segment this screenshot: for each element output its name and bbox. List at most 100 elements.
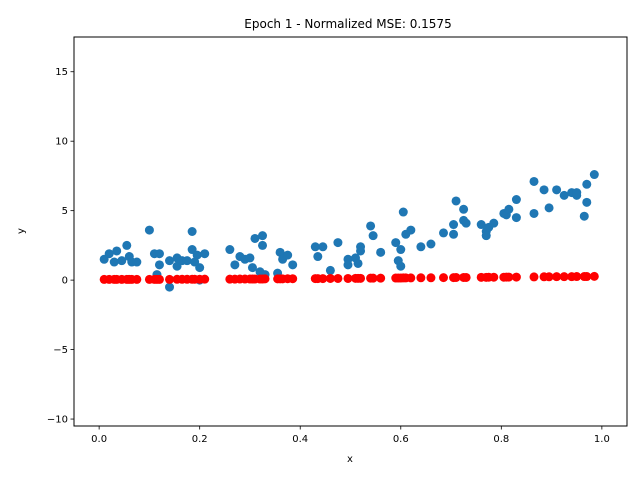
data-point xyxy=(353,258,363,268)
data-point xyxy=(154,274,164,284)
data-point xyxy=(416,242,426,252)
data-point xyxy=(288,260,298,270)
y-tick-label: −10 xyxy=(47,415,68,426)
data-point xyxy=(511,195,521,205)
y-tick-label: 15 xyxy=(55,67,68,78)
data-point xyxy=(376,247,386,257)
data-point xyxy=(112,246,122,256)
data-point xyxy=(376,273,386,283)
data-point xyxy=(529,208,539,218)
data-point xyxy=(187,227,197,236)
x-axis-label: x xyxy=(347,454,353,465)
y-tick-label: 10 xyxy=(55,137,68,148)
data-point xyxy=(230,260,240,270)
data-point xyxy=(104,249,114,259)
data-point xyxy=(451,272,461,282)
data-point xyxy=(489,272,499,282)
data-point xyxy=(247,263,257,273)
data-point xyxy=(449,220,459,230)
data-point xyxy=(165,256,175,266)
data-point xyxy=(258,240,268,250)
data-point xyxy=(504,272,514,282)
data-point xyxy=(310,242,320,252)
data-point xyxy=(333,238,343,248)
data-point xyxy=(406,273,416,283)
data-point xyxy=(333,273,343,283)
data-point xyxy=(476,220,486,230)
data-point xyxy=(356,273,366,283)
data-point xyxy=(391,238,401,248)
data-point xyxy=(318,274,328,284)
data-point xyxy=(459,204,469,214)
data-point xyxy=(582,197,592,207)
data-point xyxy=(426,239,436,249)
y-tick-label: 0 xyxy=(62,276,68,287)
x-tick-label: 0.2 xyxy=(192,434,208,445)
data-point xyxy=(260,274,270,284)
data-point xyxy=(313,252,323,262)
series-1 xyxy=(99,271,599,284)
data-point xyxy=(283,250,293,260)
data-point xyxy=(589,170,599,180)
data-point xyxy=(109,257,119,267)
data-point xyxy=(144,225,154,235)
data-point xyxy=(200,249,210,259)
data-point xyxy=(368,231,378,241)
data-point xyxy=(481,231,491,241)
data-point xyxy=(544,203,554,213)
series-0 xyxy=(99,170,599,292)
data-point xyxy=(406,225,416,235)
data-point xyxy=(192,250,202,260)
data-point xyxy=(245,253,255,263)
plot-frame xyxy=(73,36,628,427)
data-point xyxy=(200,274,210,284)
data-point xyxy=(396,261,406,271)
data-point xyxy=(461,218,471,228)
data-point xyxy=(122,240,132,250)
data-point xyxy=(356,246,366,256)
data-point xyxy=(250,233,260,243)
data-point xyxy=(504,204,514,214)
data-point xyxy=(449,229,459,239)
data-point xyxy=(552,185,562,195)
x-tick-label: 0.0 xyxy=(91,434,107,445)
y-tick-label: 5 xyxy=(62,206,68,217)
y-tick-label: −5 xyxy=(53,345,68,356)
data-point xyxy=(559,190,569,200)
data-point xyxy=(439,273,448,283)
data-point xyxy=(343,273,353,283)
data-point xyxy=(132,274,142,284)
data-point xyxy=(154,249,164,259)
data-point xyxy=(579,211,589,221)
data-point xyxy=(154,260,164,270)
data-point xyxy=(258,231,268,241)
data-point xyxy=(552,272,562,282)
points-layer xyxy=(99,170,599,292)
data-point xyxy=(572,188,582,198)
data-point xyxy=(582,272,592,282)
data-point xyxy=(451,196,461,206)
chart-title: Epoch 1 - Normalized MSE: 0.1575 xyxy=(244,17,451,31)
x-tick-label: 0.6 xyxy=(393,434,409,445)
data-point xyxy=(529,272,539,282)
x-tick-label: 1.0 xyxy=(594,434,610,445)
data-point xyxy=(439,228,448,238)
data-point xyxy=(461,272,471,282)
data-point xyxy=(511,272,521,282)
x-tick-label: 0.4 xyxy=(292,434,308,445)
data-point xyxy=(117,256,127,266)
data-point xyxy=(195,263,205,273)
data-point xyxy=(343,260,353,270)
data-point xyxy=(582,179,592,189)
data-point xyxy=(539,185,549,195)
data-point xyxy=(572,272,582,282)
data-point xyxy=(426,273,436,283)
data-point xyxy=(165,282,175,292)
x-tick-label: 0.8 xyxy=(493,434,509,445)
data-point xyxy=(165,274,175,284)
data-point xyxy=(396,245,406,255)
data-point xyxy=(544,272,554,282)
data-point xyxy=(511,213,521,223)
data-point xyxy=(398,207,408,217)
